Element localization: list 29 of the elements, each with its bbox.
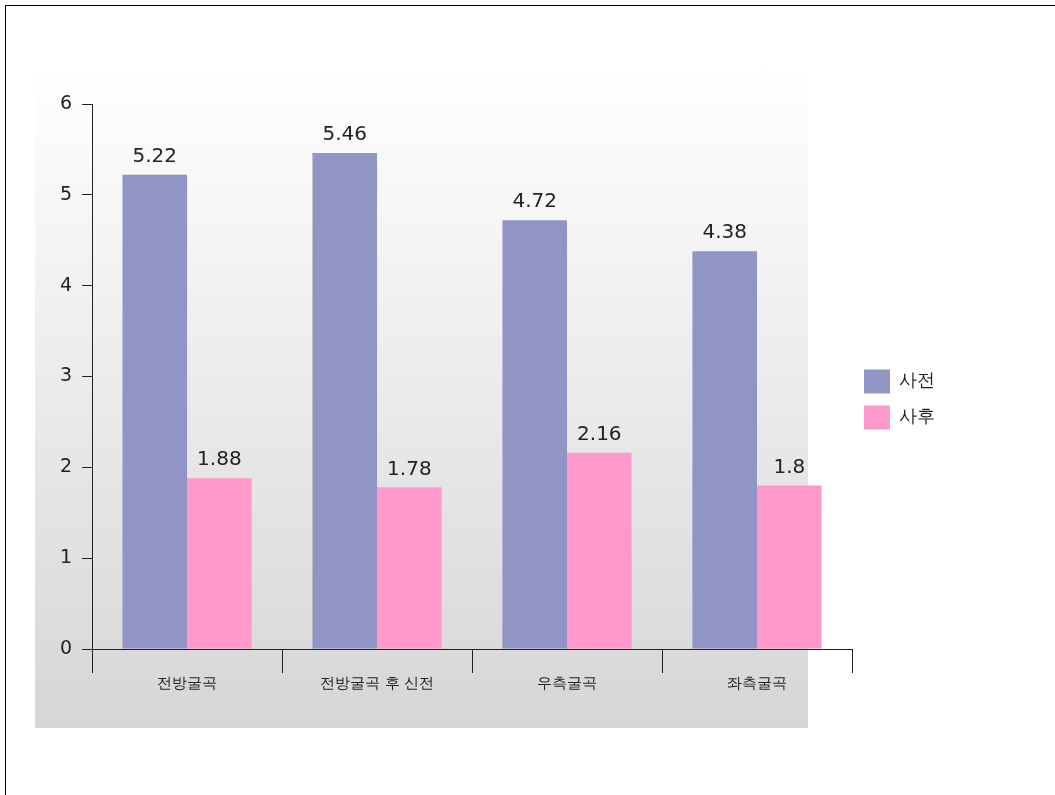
bar [757, 485, 822, 649]
y-tick-label: 6 [59, 90, 73, 113]
bar [122, 174, 188, 649]
y-tick-label: 5 [59, 181, 73, 204]
x-tick-label: 전방굴곡 후 신전 [319, 673, 435, 692]
bar [502, 220, 568, 649]
data-label: 4.72 [512, 188, 557, 213]
data-label: 2.16 [577, 421, 622, 445]
y-tick-label: 4 [59, 272, 73, 295]
y-tick-label: 2 [59, 454, 73, 477]
data-label: 4.38 [702, 219, 747, 244]
bar [377, 487, 442, 649]
bar [187, 478, 252, 649]
x-tick-label: 좌측굴곡 [727, 673, 788, 692]
data-label: 5.22 [132, 143, 178, 168]
data-label: 1.78 [387, 455, 432, 480]
y-tick-label: 1 [59, 545, 73, 568]
bar [692, 251, 758, 649]
bar [312, 153, 378, 649]
data-label: 5.46 [322, 121, 368, 146]
y-tick-label: 0 [59, 635, 73, 658]
x-tick-label: 전방굴곡 [157, 673, 218, 692]
x-tick-label: 우측굴곡 [537, 673, 598, 692]
legend-label: 사전 [899, 369, 935, 391]
legend-label: 사후 [899, 405, 935, 427]
bar [567, 452, 632, 649]
data-label: 1.88 [197, 446, 242, 471]
data-label: 1.8 [773, 453, 806, 478]
y-tick-label: 3 [59, 363, 73, 386]
